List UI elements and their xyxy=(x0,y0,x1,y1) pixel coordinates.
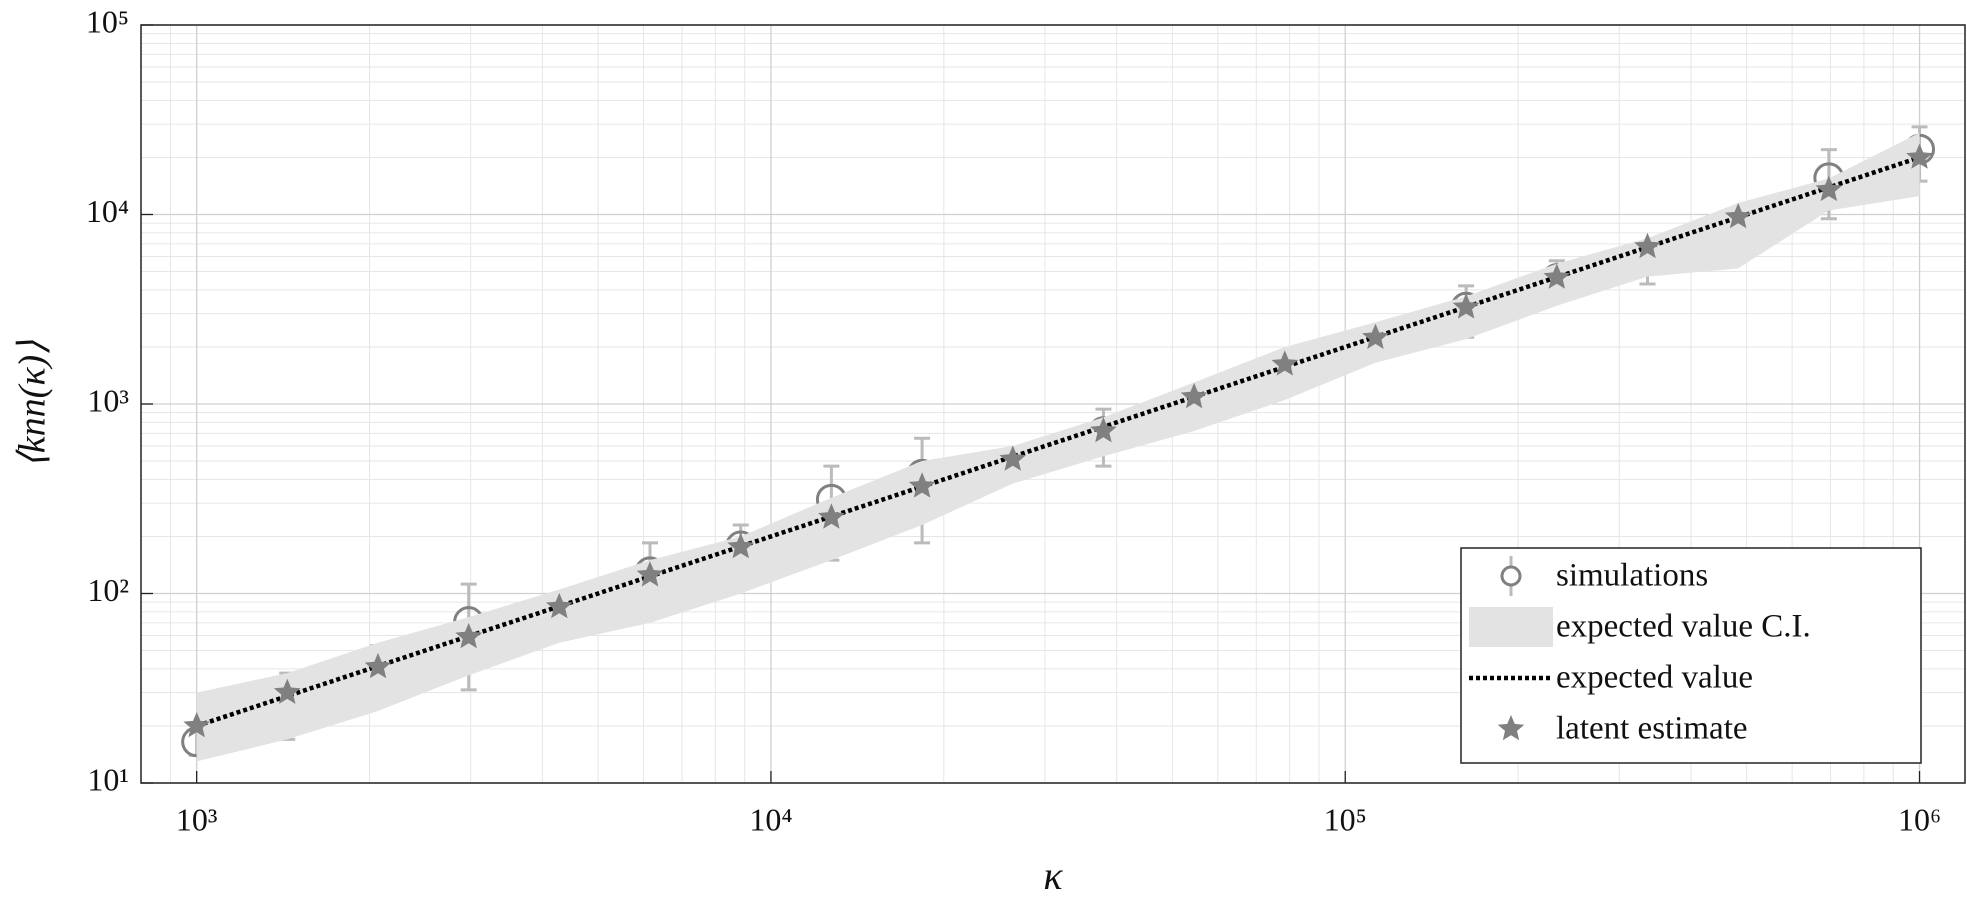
y-tick-label: 10² xyxy=(87,572,129,608)
legend-symbol xyxy=(1500,565,1522,587)
latent-star xyxy=(455,622,482,649)
latent-star xyxy=(1180,382,1208,409)
confidence-band xyxy=(196,132,1920,762)
latent-star xyxy=(1906,143,1933,169)
y-tick-label: 10⁵ xyxy=(86,3,129,39)
legend-label: expected value xyxy=(1556,660,1753,696)
latent-star xyxy=(999,445,1027,471)
legend-label: simulations xyxy=(1556,558,1708,594)
latent-star xyxy=(1815,175,1843,202)
y-axis-label: ⟨knn(κ)⟩ xyxy=(12,340,54,468)
x-tick-label: 10⁴ xyxy=(749,801,792,837)
legend-label: expected value C.I. xyxy=(1556,609,1811,645)
latent-star xyxy=(818,503,845,529)
legend-label: latent estimate xyxy=(1556,711,1748,747)
x-tick-label: 10⁶ xyxy=(1898,801,1941,837)
x-tick-label: 10⁵ xyxy=(1324,801,1367,837)
legend-symbol xyxy=(1469,607,1553,647)
x-tick-label: 10³ xyxy=(176,801,218,837)
legend-box xyxy=(1460,547,1922,764)
latent-star xyxy=(1724,203,1752,229)
x-axis-label: κ xyxy=(1043,853,1063,897)
latent-star xyxy=(1271,350,1299,376)
y-tick-label: 10³ xyxy=(87,382,129,418)
latent-star xyxy=(183,712,210,738)
latent-star xyxy=(908,472,936,498)
y-tick-label: 10⁴ xyxy=(86,193,129,229)
latent-star xyxy=(1634,232,1661,259)
legend-symbol xyxy=(1497,715,1525,741)
latent-star xyxy=(636,561,664,587)
latent-star xyxy=(1543,263,1571,289)
expected-line xyxy=(195,155,1921,729)
latent-star xyxy=(546,592,573,619)
latent-star xyxy=(1452,293,1480,319)
latent-star xyxy=(1090,417,1117,443)
latent-star xyxy=(273,678,301,704)
y-tick-label: 10¹ xyxy=(87,761,129,797)
latent-star xyxy=(364,652,392,679)
latent-star xyxy=(727,533,754,559)
latent-star xyxy=(1362,323,1389,349)
plot-frame xyxy=(140,24,1966,784)
